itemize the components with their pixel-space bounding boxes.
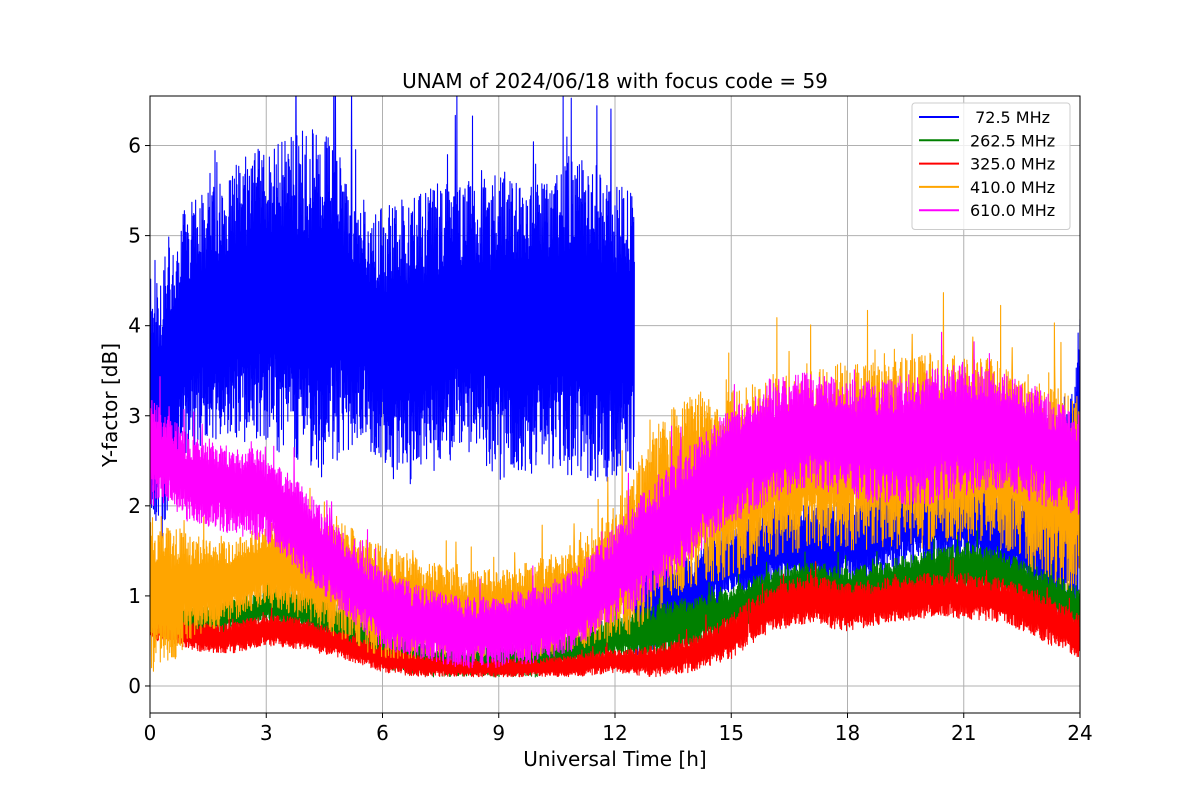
y-tick-label: 3 — [128, 404, 141, 428]
y-axis: 0 1 2 3 4 5 6 — [128, 134, 150, 698]
legend-box — [911, 102, 1071, 230]
x-tick-label: 24 — [1067, 721, 1092, 745]
legend-label: 325.0 MHz — [970, 155, 1055, 174]
series-trace — [150, 96, 635, 539]
x-tick-label: 3 — [260, 721, 273, 745]
plot-area — [150, 96, 1080, 678]
series-trace — [150, 331, 1080, 669]
chart-title: UNAM of 2024/06/18 with focus code = 59 — [402, 69, 828, 93]
legend: 72.5 MHz 262.5 MHz 325.0 MHz 410.0 MHz 610.0… — [911, 102, 1071, 230]
y-tick-label: 0 — [128, 674, 141, 698]
y-axis-label: Y-factor [dB] — [98, 343, 122, 468]
y-tick-label: 4 — [128, 314, 141, 338]
x-axis-label: Universal Time [h] — [523, 747, 706, 771]
legend-label: 262.5 MHz — [970, 131, 1055, 150]
x-tick-label: 6 — [376, 721, 389, 745]
x-axis: 0 3 6 9 12 15 18 21 24 — [144, 713, 1093, 745]
legend-label: 610.0 MHz — [970, 201, 1055, 220]
legend-label: 72.5 MHz — [970, 108, 1050, 127]
series-325-0-MHz-line — [150, 557, 1080, 678]
y-tick-label: 6 — [128, 134, 141, 158]
x-tick-label: 15 — [719, 721, 744, 745]
series-610-0-MHz-line — [150, 331, 1080, 669]
x-tick-label: 9 — [492, 721, 505, 745]
x-tick-label: 0 — [144, 721, 157, 745]
y-tick-label: 5 — [128, 224, 141, 248]
x-tick-label: 18 — [835, 721, 860, 745]
x-tick-label: 12 — [602, 721, 627, 745]
y-tick-label: 1 — [128, 584, 141, 608]
y-tick-label: 2 — [128, 494, 141, 518]
series-trace — [150, 557, 1080, 678]
x-tick-label: 21 — [951, 721, 976, 745]
legend-label: 410.0 MHz — [970, 178, 1055, 197]
